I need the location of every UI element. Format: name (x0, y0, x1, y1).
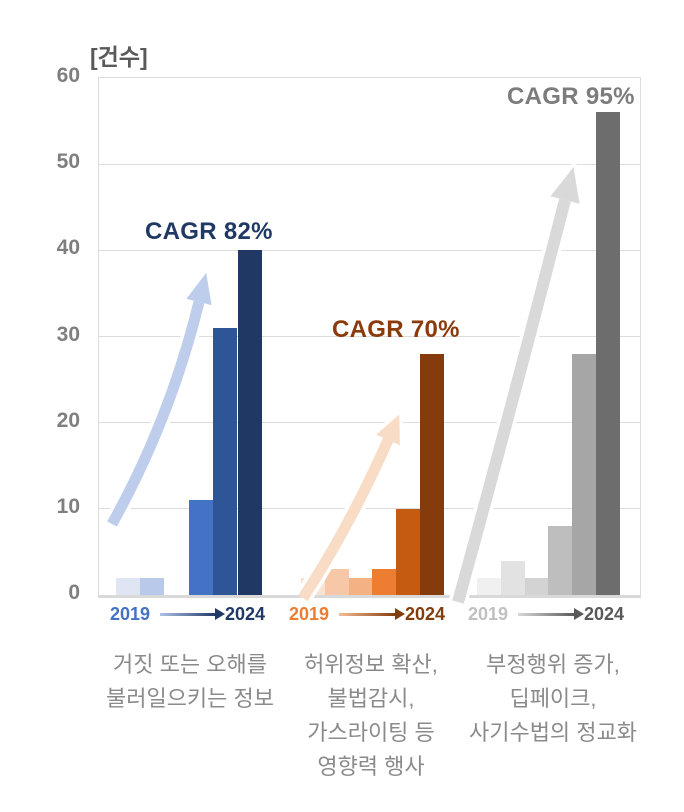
year-arrowhead-icon (394, 607, 405, 620)
year-range-group3: 2019 2024 (468, 602, 624, 626)
gridline (99, 163, 640, 165)
cagr-label-group1: CAGR 82% (145, 218, 273, 245)
category-label-line: 불법감시, (327, 686, 415, 711)
y-axis-tick-label: 60 (56, 64, 80, 87)
category-label-line: 사기수법의 정교화 (468, 720, 638, 745)
gridline (99, 336, 640, 337)
gridline (99, 508, 640, 510)
y-axis-tick-label: 30 (56, 322, 80, 346)
bar-group2-2022 (372, 569, 397, 595)
category-label-line: 거짓 또는 오해를 (113, 652, 267, 677)
category-label-line: 부정행위 증가, (486, 652, 620, 677)
y-axis-tick-label: 40 (56, 236, 80, 260)
bar-group1-2023 (213, 327, 238, 595)
bar-group1-2022 (188, 500, 213, 595)
category-label-line: 영향력 행사 (317, 754, 425, 779)
year-end-label: 2024 (224, 603, 265, 624)
bar-group3-2024 (596, 112, 620, 595)
bar-group3-2020 (500, 560, 525, 595)
bar-group3-2021 (524, 577, 549, 595)
gridline (99, 249, 640, 251)
year-start-label: 2019 (468, 603, 509, 624)
year-arrow-icon (518, 607, 584, 620)
year-end-label: 2024 (583, 603, 624, 624)
bar-group2-2023 (396, 508, 421, 595)
year-start-label: 2019 (289, 603, 330, 624)
bar-group2-2021 (348, 577, 373, 595)
category-label-line: 딥페이크, (509, 686, 597, 711)
year-range-group1: 2019 2024 (110, 602, 265, 626)
year-start-label: 2019 (110, 603, 151, 624)
year-range-group2: 2019 2024 (289, 602, 445, 626)
category-label-line: 불러일으키는 정보 (105, 686, 275, 711)
cagr-label-group3: CAGR 95% (507, 83, 635, 110)
y-axis-tick-label: 0 (68, 581, 80, 604)
gridline (99, 422, 640, 424)
y-axis-unit-label: [건수] (90, 44, 148, 70)
bar-group1-2024 (237, 250, 262, 595)
bar-group3-2023 (572, 353, 597, 595)
category-label-group3: 부정행위 증가, 딥페이크, 사기수법의 정교화 (443, 648, 663, 750)
year-arrowhead-icon (214, 607, 225, 620)
year-arrow-icon (339, 607, 405, 620)
bar-group1-2019 (116, 577, 140, 595)
bar-group2-2024 (420, 353, 444, 595)
y-axis-tick-label: 10 (56, 494, 80, 518)
year-arrow-icon (160, 607, 225, 620)
bar-group1-2020 (140, 577, 165, 595)
category-label-line: 가스라이팅 등 (307, 720, 435, 745)
bar-group3-2022 (548, 526, 573, 595)
y-axis-tick-label: 20 (56, 408, 80, 432)
cagr-label-group2: CAGR 70% (332, 316, 460, 343)
bar-group3-2019 (477, 577, 501, 595)
year-end-label: 2024 (404, 603, 445, 624)
year-arrowhead-icon (573, 607, 584, 620)
bar-group2-2019 (301, 577, 325, 595)
bar-group2-2020 (324, 569, 349, 595)
category-label-line: 허위정보 확산, (304, 652, 438, 677)
y-axis-tick-label: 50 (56, 150, 80, 174)
